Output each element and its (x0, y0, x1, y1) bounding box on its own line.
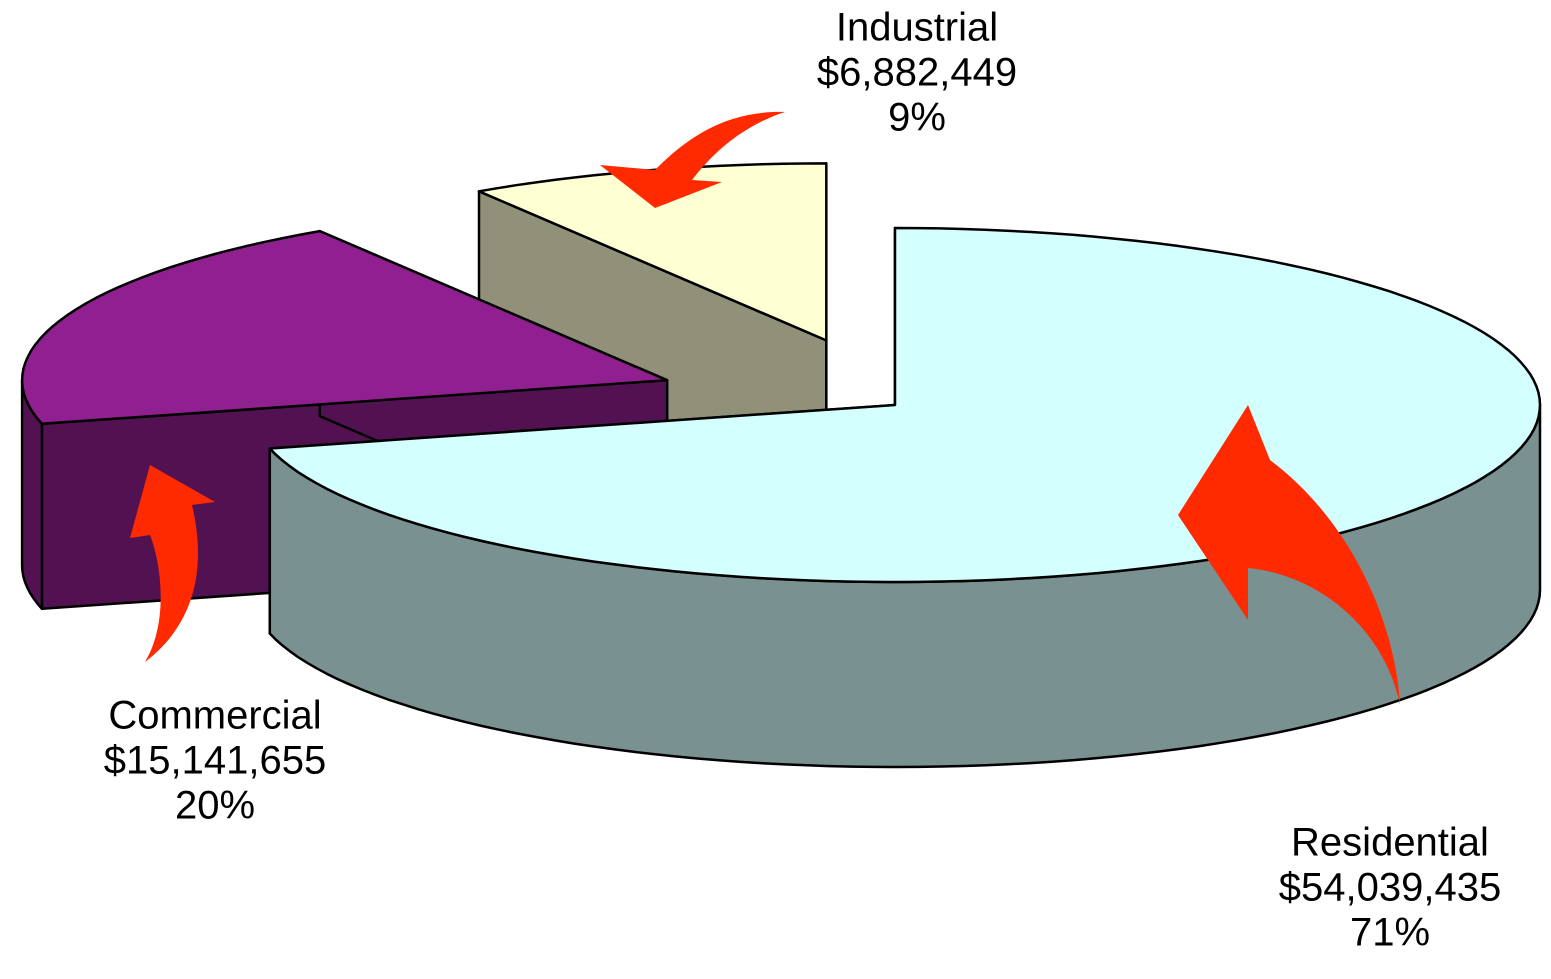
pie (20, 162, 1542, 769)
arrow (600, 111, 785, 208)
slice-percent-label: 71% (1350, 911, 1430, 955)
slice-value-label: $6,882,449 (817, 51, 1017, 95)
slice-label: Commercial (108, 694, 321, 738)
slice-label: Residential (1291, 821, 1489, 865)
arrow (1178, 405, 1400, 705)
slice-value-label: $54,039,435 (1279, 866, 1501, 910)
slice-value-label: $15,141,655 (104, 739, 326, 783)
slice-percent-label: 9% (888, 96, 946, 140)
slice (20, 229, 669, 426)
slice-percent-label: 20% (175, 784, 255, 828)
arrows (130, 111, 1400, 705)
slice-label: Industrial (836, 6, 998, 50)
arrow (130, 465, 215, 662)
